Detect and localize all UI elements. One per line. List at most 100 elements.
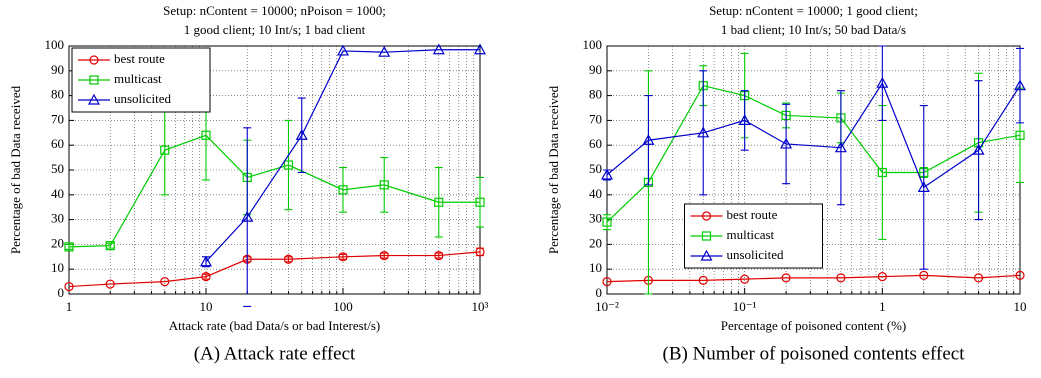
series-line [606, 274, 1021, 283]
y-tick-label: 30 [51, 211, 64, 226]
y-tick-label: 0 [596, 285, 603, 300]
legend-marker [87, 93, 101, 105]
x-axis-label: Attack rate (bad Data/s or bad Interest/… [169, 318, 381, 333]
y-tick-label: 20 [51, 235, 64, 250]
legend-label: best route [727, 207, 778, 222]
marker [836, 273, 846, 283]
y-tick-label: 10 [589, 260, 602, 275]
error-bar [782, 103, 791, 185]
marker [876, 76, 889, 88]
marker [877, 272, 887, 282]
marker [877, 167, 887, 178]
error-bar [740, 90, 749, 151]
marker [283, 160, 294, 170]
marker [602, 277, 612, 287]
series-line [68, 134, 480, 248]
marker [973, 273, 984, 283]
legend-marker [89, 75, 99, 85]
marker [738, 114, 751, 125]
marker [697, 126, 710, 138]
marker [642, 134, 655, 145]
marker [434, 250, 444, 261]
series-line [606, 84, 1021, 223]
marker [338, 185, 348, 195]
marker [241, 210, 254, 222]
marker [919, 270, 929, 280]
error-bar [380, 157, 389, 213]
y-tick-label: 50 [589, 161, 602, 176]
marker [1015, 130, 1025, 140]
y-axis-label: Percentage of bad Data received [8, 85, 23, 254]
legend-marker [89, 55, 99, 65]
marker [338, 252, 348, 262]
marker [336, 44, 350, 56]
marker [105, 241, 115, 251]
legend-label: multicast [727, 227, 775, 242]
x-tick-label: 10³ [472, 299, 489, 314]
marker [434, 197, 444, 207]
error-bar [603, 214, 611, 231]
legend-label: unsolicited [114, 91, 172, 106]
y-tick-label: 90 [51, 62, 64, 77]
marker [972, 143, 985, 155]
y-tick-label: 90 [589, 62, 602, 77]
marker [781, 273, 791, 283]
error-bar [297, 97, 306, 174]
marker [473, 43, 487, 55]
chart-title: Setup: nContent = 10000; nPoison = 1000; [163, 3, 386, 18]
x-axis-label: Percentage of poisoned content (%) [721, 318, 907, 333]
chart-title: 1 good client; 10 Int/s; 1 bad client [184, 22, 366, 37]
legend-label: best route [114, 51, 165, 66]
x-tick-label: 10 [1014, 299, 1027, 314]
chart-title: 1 bad client; 10 Int/s; 50 bad Data/s [721, 22, 906, 37]
marker [201, 272, 211, 282]
y-tick-label: 30 [589, 211, 602, 226]
y-tick-label: 10 [51, 260, 64, 275]
series-line [606, 81, 1021, 189]
y-tick-label: 40 [51, 186, 64, 201]
marker [917, 181, 930, 192]
x-tick-label: 100 [333, 299, 353, 314]
y-tick-label: 50 [51, 161, 64, 176]
marker [1015, 270, 1025, 280]
y-tick-label: 100 [583, 37, 603, 52]
error-bar [644, 95, 653, 186]
caption: (A) Attack rate effect [194, 343, 356, 364]
legend-label: multicast [114, 71, 162, 86]
plot-frame [68, 45, 481, 295]
y-tick-label: 70 [51, 111, 64, 126]
error-bar [65, 243, 73, 250]
marker [1013, 79, 1027, 91]
marker [295, 129, 308, 140]
marker [432, 43, 445, 55]
chart-title: Setup: nContent = 10000; 1 good client; [709, 3, 918, 18]
error-bar [919, 104, 928, 270]
marker [379, 250, 389, 261]
marker [602, 217, 612, 227]
error-bar [878, 45, 887, 121]
marker [64, 281, 74, 292]
y-axis-label: Percentage of bad Data received [546, 85, 561, 254]
error-bar [434, 166, 443, 238]
marker [475, 247, 485, 257]
y-tick-label: 80 [589, 87, 602, 102]
error-bar [106, 242, 115, 249]
marker [780, 137, 793, 149]
error-bar [974, 80, 983, 221]
marker [105, 279, 115, 289]
error-bar [339, 166, 347, 213]
error-bar [699, 70, 708, 196]
marker [698, 275, 708, 285]
error-bar [284, 119, 293, 211]
legend-marker [701, 231, 712, 241]
error-bar [476, 176, 484, 228]
y-tick-label: 40 [589, 186, 602, 201]
series-line [68, 251, 481, 288]
legend-label: unsolicited [727, 247, 785, 262]
legend-marker [701, 211, 712, 221]
y-tick-label: 60 [589, 136, 602, 151]
y-tick-label: 20 [589, 235, 602, 250]
y-tick-label: 0 [58, 285, 65, 300]
marker [740, 274, 750, 284]
